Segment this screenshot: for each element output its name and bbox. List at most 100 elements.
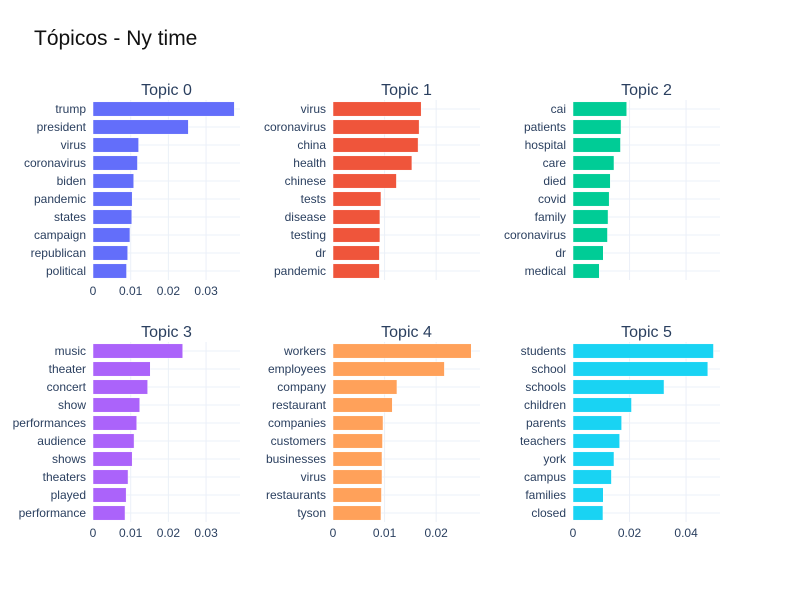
bar-played (92, 487, 127, 503)
category-label: medical (525, 264, 566, 278)
category-label: concert (47, 380, 87, 394)
category-label: china (297, 138, 326, 152)
category-label: virus (301, 102, 326, 116)
category-label: political (46, 264, 86, 278)
category-label: theater (49, 362, 86, 376)
bar-disease (332, 209, 381, 225)
bar-trump (92, 101, 235, 117)
category-label: companies (268, 416, 326, 430)
category-label: show (58, 398, 86, 412)
category-label: care (543, 156, 567, 170)
panel-title: Topic 4 (381, 324, 432, 341)
bar-states (92, 209, 133, 225)
bar-theaters (92, 469, 129, 485)
category-label: performances (13, 416, 86, 430)
category-label: president (37, 120, 87, 134)
category-label: virus (301, 470, 326, 484)
bar-biden (92, 173, 134, 189)
panel-0: Topic 0 trump president virus coronavirus bid… (24, 82, 240, 298)
bar-virus (332, 101, 422, 117)
bar-parents (572, 415, 622, 431)
category-label: dr (315, 246, 326, 260)
x-tick-label: 0.02 (618, 526, 642, 540)
category-label: biden (57, 174, 86, 188)
category-label: schools (525, 380, 566, 394)
x-tick-label: 0.01 (119, 284, 143, 298)
category-label: played (51, 488, 86, 502)
bar-show (92, 397, 140, 413)
bar-republican (92, 245, 128, 261)
category-label: dr (555, 246, 566, 260)
bar-families (572, 487, 604, 503)
category-label: music (55, 344, 86, 358)
category-label: audience (37, 434, 86, 448)
bar-tests (332, 191, 382, 207)
bar-patients (572, 119, 622, 135)
category-label: hospital (525, 138, 566, 152)
bar-restaurant (332, 397, 393, 413)
category-label: families (525, 488, 566, 502)
bar-coronavirus (572, 227, 608, 243)
category-label: closed (531, 506, 566, 520)
bar-care (572, 155, 615, 171)
bar-chinese (332, 173, 397, 189)
category-label: teachers (520, 434, 566, 448)
category-label: testing (291, 228, 326, 242)
x-tick-label: 0.01 (119, 526, 143, 540)
bar-family (572, 209, 609, 225)
category-label: theaters (43, 470, 86, 484)
bar-workers (332, 343, 472, 359)
category-label: trump (55, 102, 86, 116)
panel-title: Topic 1 (381, 82, 432, 99)
category-label: company (277, 380, 326, 394)
category-label: covid (538, 192, 566, 206)
category-label: school (531, 362, 566, 376)
bar-performance (92, 505, 126, 521)
bar-medical (572, 263, 600, 279)
x-tick-label: 0.02 (157, 284, 181, 298)
category-label: cai (551, 102, 566, 116)
category-label: york (543, 452, 567, 466)
bar-virus (92, 137, 139, 153)
panel-5: Topic 5 students school schools children pare… (520, 324, 720, 540)
category-label: campaign (34, 228, 86, 242)
category-label: tests (301, 192, 326, 206)
x-tick-label: 0.04 (674, 526, 698, 540)
category-label: republican (31, 246, 86, 260)
bar-company (332, 379, 398, 395)
category-label: pandemic (274, 264, 326, 278)
bar-schools (572, 379, 665, 395)
category-label: performance (19, 506, 87, 520)
x-tick-label: 0 (570, 526, 577, 540)
bar-restaurants (332, 487, 382, 503)
chart-title: Tópicos - Ny time (34, 27, 197, 50)
bar-campaign (92, 227, 131, 243)
panel-title: Topic 3 (141, 324, 192, 341)
bar-children (572, 397, 632, 413)
category-label: workers (283, 344, 326, 358)
category-label: students (521, 344, 566, 358)
panel-2: Topic 2 cai patients hospital care died covid f… (504, 82, 720, 280)
bar-coronavirus (92, 155, 138, 171)
category-label: family (535, 210, 566, 224)
bar-theater (92, 361, 151, 377)
category-label: employees (268, 362, 326, 376)
panel-title: Topic 0 (141, 82, 192, 99)
bar-china (332, 137, 419, 153)
bar-health (332, 155, 413, 171)
category-label: coronavirus (504, 228, 566, 242)
bar-testing (332, 227, 381, 243)
bar-dr (572, 245, 604, 261)
bar-cai (572, 101, 627, 117)
bar-political (92, 263, 127, 279)
category-label: parents (526, 416, 566, 430)
category-label: children (524, 398, 566, 412)
x-tick-label: 0 (330, 526, 337, 540)
bar-shows (92, 451, 133, 467)
category-label: health (293, 156, 326, 170)
bar-coronavirus (332, 119, 420, 135)
category-label: disease (285, 210, 327, 224)
bar-companies (332, 415, 384, 431)
bar-closed (572, 505, 604, 521)
